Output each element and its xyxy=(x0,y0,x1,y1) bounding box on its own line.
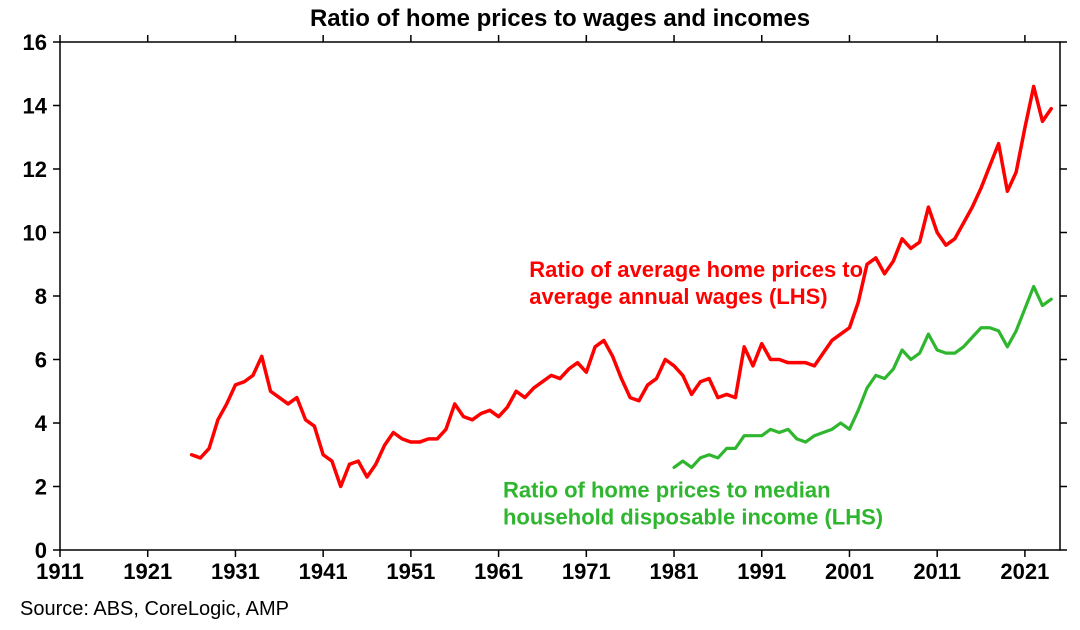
series-label-wages: Ratio of average home prices to xyxy=(529,257,863,282)
x-tick-label: 1991 xyxy=(737,559,786,584)
x-tick-label: 1931 xyxy=(211,559,260,584)
x-tick-label: 1941 xyxy=(299,559,348,584)
series-label-wages: average annual wages (LHS) xyxy=(529,284,827,309)
x-tick-label: 2001 xyxy=(825,559,874,584)
x-tick-label: 2021 xyxy=(1000,559,1049,584)
x-tick-label: 1951 xyxy=(386,559,435,584)
y-tick-label: 4 xyxy=(35,411,48,436)
series-label-household_income: Ratio of home prices to median xyxy=(503,478,831,503)
y-tick-label: 14 xyxy=(23,94,48,119)
chart-container: Ratio of home prices to wages and income… xyxy=(0,0,1080,630)
y-tick-label: 6 xyxy=(35,348,47,373)
x-tick-label: 1981 xyxy=(650,559,699,584)
x-tick-label: 1921 xyxy=(123,559,172,584)
series-label-household_income: household disposable income (LHS) xyxy=(503,505,883,530)
x-tick-label: 2011 xyxy=(913,559,961,584)
chart-svg: Ratio of home prices to wages and income… xyxy=(0,0,1080,630)
y-tick-label: 16 xyxy=(23,30,47,55)
x-tick-label: 1911 xyxy=(36,559,84,584)
x-tick-label: 1961 xyxy=(474,559,523,584)
chart-title: Ratio of home prices to wages and income… xyxy=(310,5,810,32)
y-tick-label: 10 xyxy=(23,221,47,246)
x-tick-label: 1971 xyxy=(562,559,611,584)
y-tick-label: 8 xyxy=(35,284,47,309)
y-tick-label: 2 xyxy=(35,475,47,500)
y-tick-label: 12 xyxy=(23,157,47,182)
chart-source: Source: ABS, CoreLogic, AMP xyxy=(20,598,289,621)
